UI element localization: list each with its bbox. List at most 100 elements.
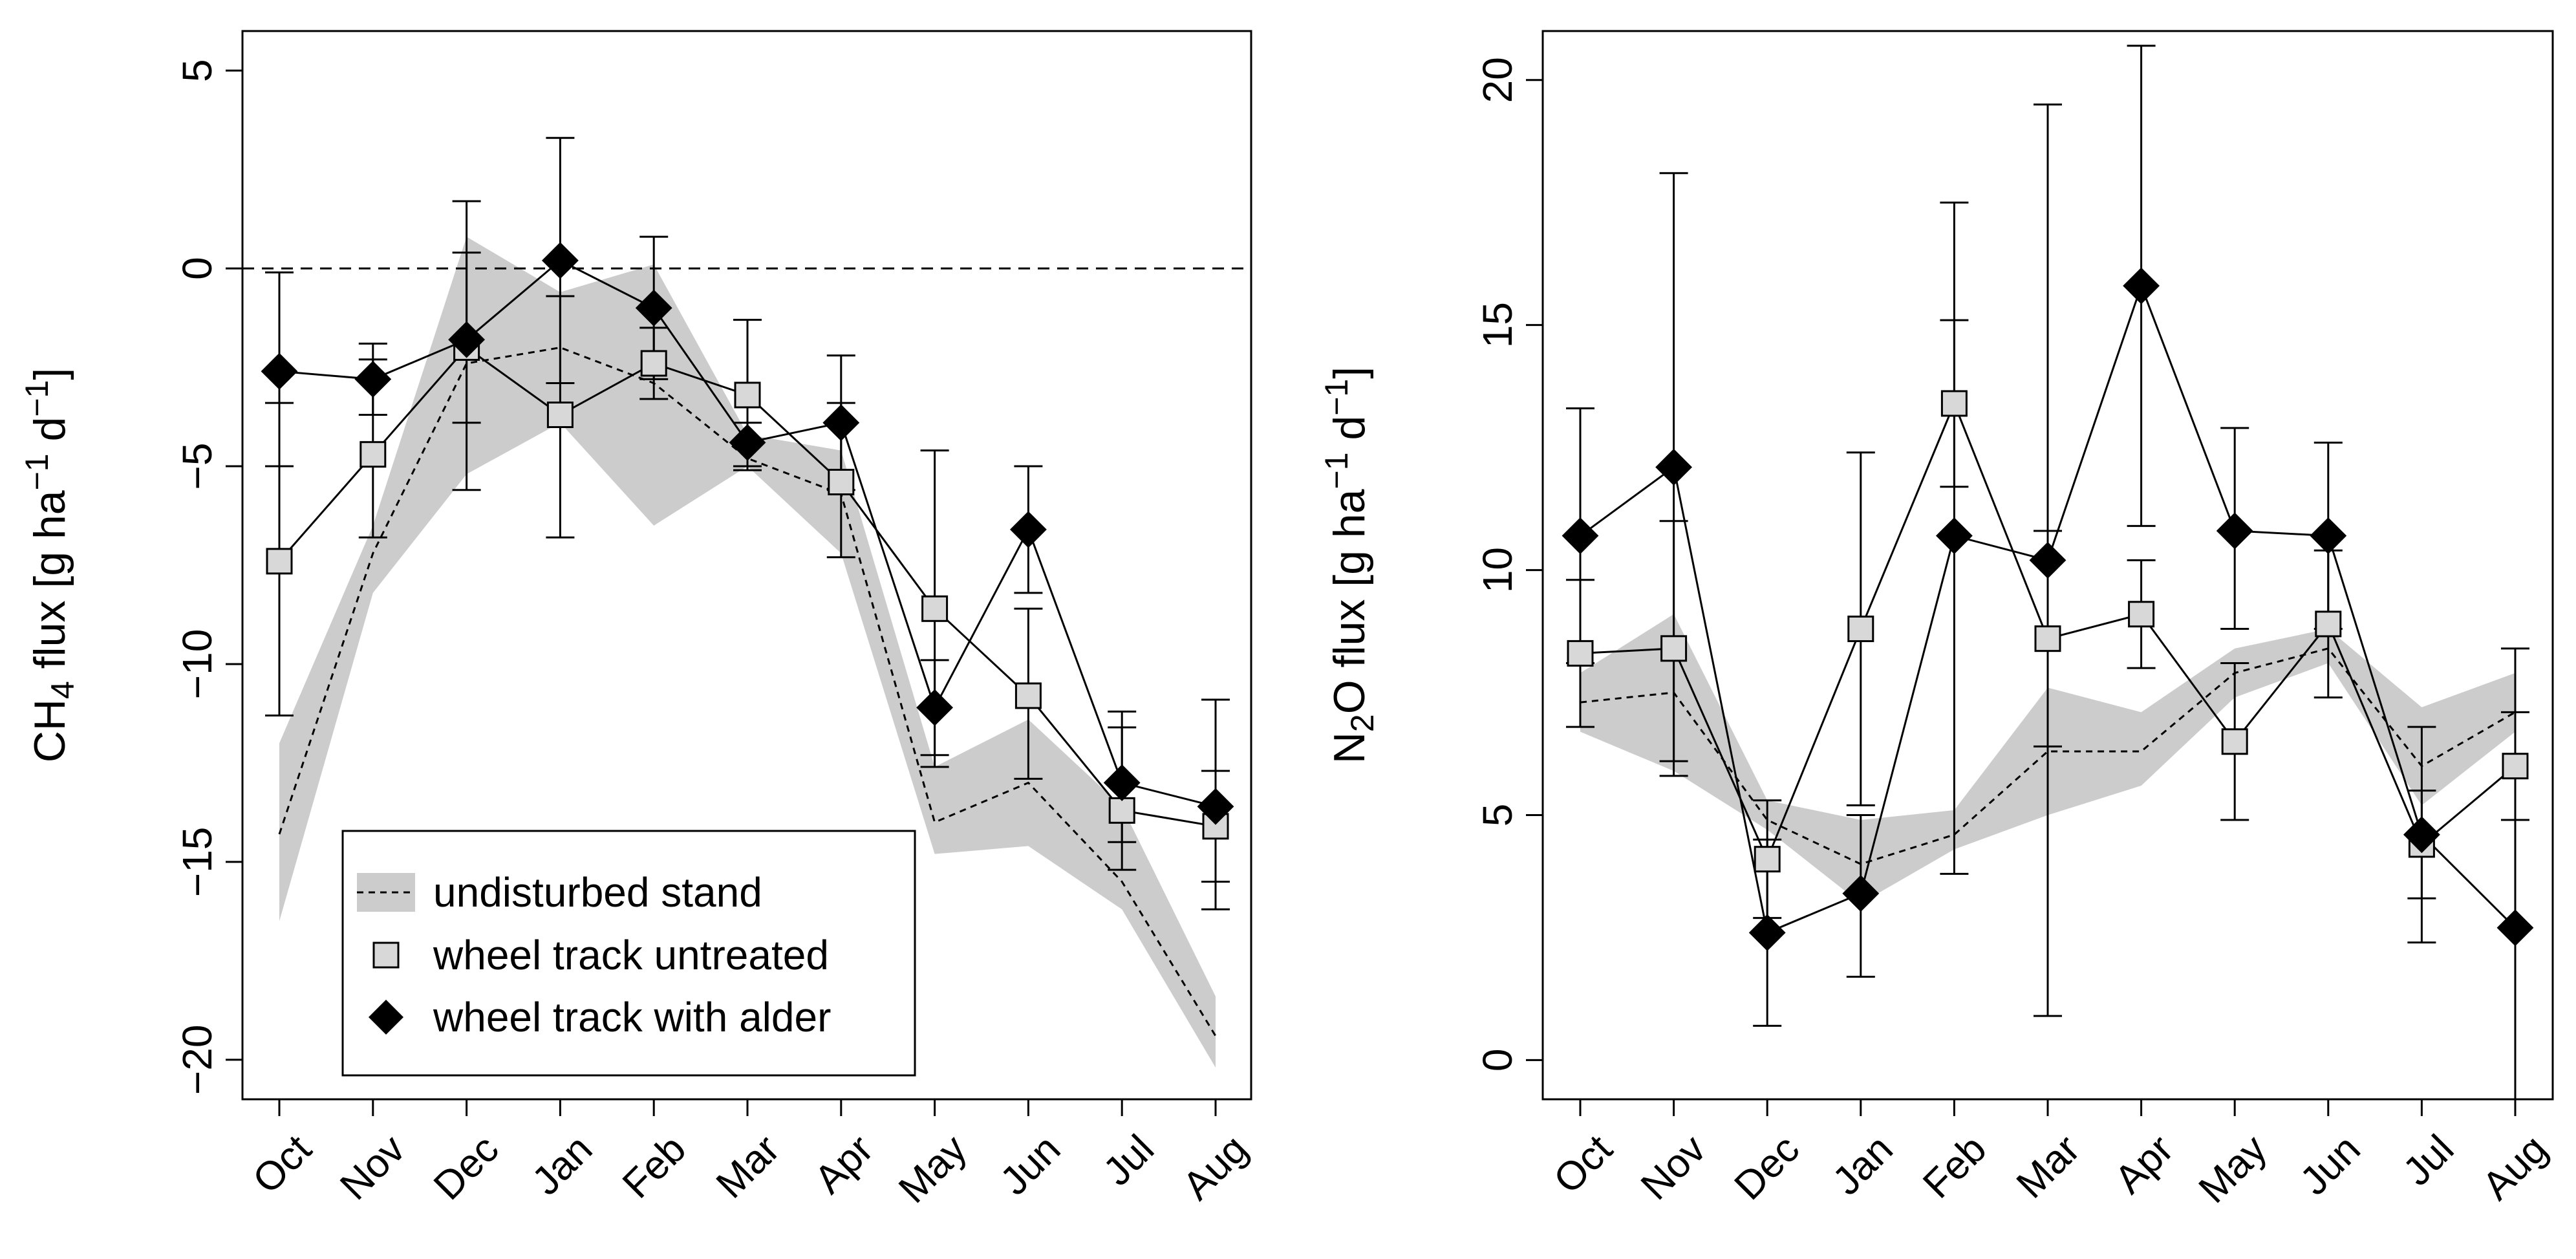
untreated-point xyxy=(2502,753,2529,780)
panel-2: 0 5 10 15 20 Oct Nov Dec Jan Feb Mar Apr May Jun Jul Au… xyxy=(1318,30,2556,1212)
x-tick-label: Aug xyxy=(2474,1126,2556,1209)
x-tick-label: Mar xyxy=(2008,1126,2088,1207)
x-tick-label: Nov xyxy=(332,1126,414,1209)
alder-point xyxy=(822,404,860,442)
untreated-point xyxy=(1847,616,1874,643)
x-tick-label: Dec xyxy=(1726,1126,1808,1209)
x-tick-label: Mar xyxy=(708,1126,788,1207)
alder-point xyxy=(2403,816,2440,854)
untreated-point xyxy=(640,350,667,377)
alder-point xyxy=(635,289,672,327)
legend-diamond-swatch xyxy=(369,1000,403,1035)
untreated-point xyxy=(546,401,574,428)
untreated-point xyxy=(1940,390,1968,417)
y-tick-label: 5 xyxy=(174,59,220,82)
x-tick-label: Apr xyxy=(806,1126,882,1202)
untreated-point xyxy=(734,382,761,409)
y-tick-label: 0 xyxy=(1474,1049,1521,1072)
alder-point xyxy=(2310,517,2347,554)
x-tick-label: May xyxy=(890,1126,976,1212)
y-axis-label-part: 2 xyxy=(1344,714,1380,732)
alder-point xyxy=(1103,764,1141,801)
y-axis-label: CH4 flux [g ha−1 d−1] xyxy=(19,368,81,763)
alder-point xyxy=(1562,517,1599,554)
untreated-point xyxy=(1660,635,1688,662)
x-tick-label: May xyxy=(2191,1126,2276,1212)
untreated-point xyxy=(2315,610,2342,638)
alder-point xyxy=(729,424,766,461)
y-axis-label-part: 4 xyxy=(45,681,81,699)
y-axis-label-part: CH xyxy=(25,699,74,762)
x-tick-label: Oct xyxy=(1545,1126,1621,1202)
alder-point xyxy=(2029,542,2066,579)
legend-label: wheel track untreated xyxy=(433,932,829,978)
y-axis-label-part: −1 xyxy=(19,380,55,417)
alder-point xyxy=(1197,788,1234,825)
x-tick-label: Nov xyxy=(1633,1126,1715,1209)
x-tick-label: Feb xyxy=(1915,1126,1995,1207)
x-tick-label: Jan xyxy=(524,1126,601,1203)
y-tick-label: −5 xyxy=(174,443,220,490)
untreated-point xyxy=(1014,682,1042,709)
alder-point xyxy=(1748,914,1786,951)
y-tick-label: 20 xyxy=(1474,57,1521,103)
alder-point xyxy=(2123,267,2160,305)
alder-point xyxy=(261,352,298,390)
undisturbed-band xyxy=(279,237,1216,1068)
legend-square-swatch xyxy=(372,942,400,969)
y-axis-label-part: −1 xyxy=(1318,379,1355,416)
legend-label: wheel track with alder xyxy=(433,994,831,1040)
y-axis-label-part: d xyxy=(25,417,74,454)
y-tick-label: −10 xyxy=(174,629,220,700)
x-tick-label: Jul xyxy=(2395,1126,2463,1194)
alder-point xyxy=(541,242,579,279)
alder-point xyxy=(1842,875,1880,912)
x-tick-label: Oct xyxy=(244,1126,320,1202)
y-tick-label: 0 xyxy=(174,257,220,280)
untreated-point xyxy=(2034,625,2061,652)
y-tick-label: −20 xyxy=(174,1025,220,1095)
y-tick-label: 15 xyxy=(1474,302,1521,348)
untreated-point xyxy=(921,595,949,622)
untreated-point xyxy=(1754,846,1781,873)
untreated-point xyxy=(266,548,293,575)
alder-point xyxy=(448,321,486,358)
alder-point xyxy=(354,361,392,398)
y-axis-label-part: −1 xyxy=(1318,452,1355,489)
x-tick-label: Jun xyxy=(2292,1126,2368,1203)
x-tick-label: Jul xyxy=(1095,1126,1163,1194)
undisturbed-mean-line xyxy=(278,346,1217,1037)
y-axis-label-part: flux [g ha xyxy=(25,490,74,681)
x-tick-label: Aug xyxy=(1174,1126,1256,1209)
legend-label: undisturbed stand xyxy=(433,869,762,916)
untreated-point xyxy=(2221,728,2248,755)
y-tick-label: 5 xyxy=(1474,804,1521,827)
alder-point xyxy=(1935,517,1973,554)
x-tick-label: Jan xyxy=(1824,1126,1901,1203)
y-axis-label-part: ] xyxy=(25,368,74,380)
alder-point xyxy=(2216,512,2253,550)
alder-point xyxy=(2496,909,2534,947)
legend: undisturbed stand wheel track untreated wh… xyxy=(341,830,916,1077)
untreated-point xyxy=(1108,797,1135,824)
untreated-point xyxy=(828,469,855,496)
alder-point xyxy=(916,689,954,726)
y-tick-label: −15 xyxy=(174,827,220,898)
x-tick-label: Apr xyxy=(2107,1126,2182,1202)
alder-point xyxy=(1009,511,1047,548)
y-axis-label-part: O flux [g ha xyxy=(1325,489,1374,714)
y-axis-label-part: ] xyxy=(1325,367,1374,379)
x-tick-label: Dec xyxy=(425,1126,508,1209)
y-tick-label: 10 xyxy=(1474,547,1521,593)
y-axis-label: N2O flux [g ha−1 d−1] xyxy=(1318,367,1380,764)
untreated-point xyxy=(1567,640,1594,667)
y-axis-label-part: −1 xyxy=(19,453,55,490)
alder-point xyxy=(1655,449,1693,486)
x-tick-label: Feb xyxy=(614,1126,694,1207)
x-tick-label: Jun xyxy=(992,1126,1069,1203)
untreated-point xyxy=(2128,601,2155,628)
y-axis-label-part: N xyxy=(1325,732,1374,764)
untreated-point xyxy=(360,441,387,468)
legend-box xyxy=(341,830,916,1077)
